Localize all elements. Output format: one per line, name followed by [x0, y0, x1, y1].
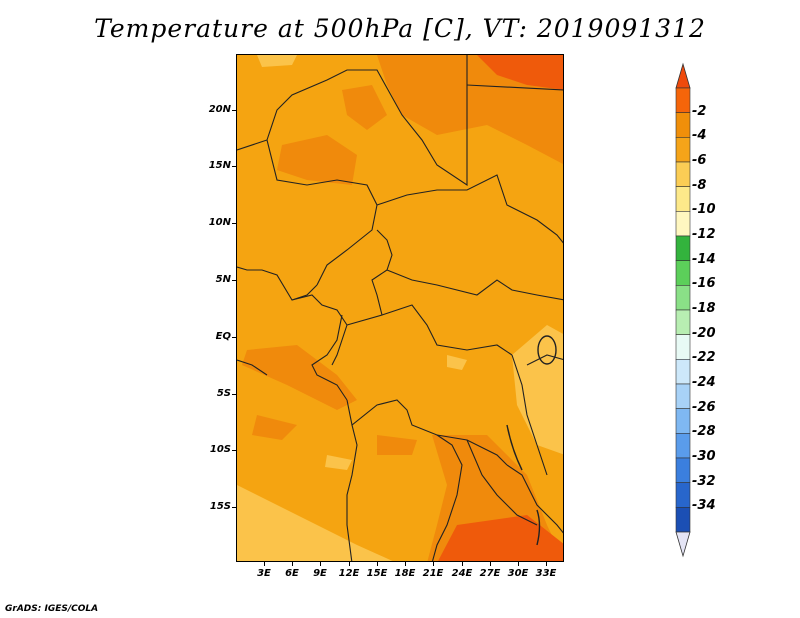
lat-tick	[232, 110, 236, 111]
lat-tick	[232, 280, 236, 281]
colorbar-swatch	[675, 359, 691, 385]
colorbar-swatch	[675, 309, 691, 335]
colorbar-swatch	[675, 186, 691, 212]
lon-label-15e: 15E	[366, 568, 388, 579]
colorbar-swatch	[675, 260, 691, 286]
colorbar-swatch	[675, 211, 691, 237]
lon-tick	[377, 562, 378, 566]
lat-tick	[232, 223, 236, 224]
grads-credit: GrADS: IGES/COLA	[5, 604, 99, 614]
lat-tick	[232, 394, 236, 395]
field-warm-region	[252, 415, 297, 440]
colorbar-label: -30	[692, 449, 716, 464]
lon-label-18e: 18E	[394, 568, 416, 579]
colorbar-label: -16	[692, 276, 716, 292]
colorbar-label: -34	[692, 498, 716, 514]
lon-label-12e: 12E	[338, 568, 360, 579]
field-cool-region	[447, 355, 467, 370]
colorbar-swatch	[675, 334, 691, 360]
lat-label-eq: EQ	[215, 331, 231, 342]
colorbar-swatch	[675, 112, 691, 138]
lon-label-9e: 9E	[313, 568, 327, 579]
colorbar-swatch	[675, 285, 691, 311]
map-title: Temperature at 500hPa [C], VT: 201909131…	[94, 14, 706, 43]
colorbar-label: -26	[692, 399, 716, 415]
temperature-map	[236, 54, 564, 562]
map-field-svg	[237, 55, 563, 561]
colorbar-label: -28	[692, 424, 716, 440]
colorbar-label: -10	[692, 202, 716, 218]
colorbar-label: -20	[692, 325, 716, 341]
field-warm-region	[342, 85, 387, 130]
field-warm-region	[377, 435, 417, 455]
lon-tick	[518, 562, 519, 566]
lat-tick	[232, 166, 236, 167]
country-borders	[237, 55, 563, 561]
lat-tick	[232, 337, 236, 338]
lon-tick	[320, 562, 321, 566]
field-cool-region	[512, 325, 563, 455]
lon-label-6e: 6E	[285, 568, 299, 579]
colorbar-label: -8	[692, 177, 707, 193]
lon-label-33e: 33E	[535, 568, 557, 579]
lon-tick	[462, 562, 463, 566]
colorbar-label: -6	[692, 153, 707, 168]
lon-tick	[490, 562, 491, 566]
lat-label-15n: 15N	[208, 160, 231, 171]
lat-label-10s: 10S	[209, 444, 231, 455]
field-warm-region	[377, 55, 563, 164]
field-warm-region	[277, 135, 357, 185]
lat-label-5n: 5N	[215, 274, 231, 285]
lat-label-15s: 15S	[209, 501, 231, 512]
lon-label-21e: 21E	[422, 568, 444, 579]
lon-tick	[349, 562, 350, 566]
lon-label-27e: 27E	[479, 568, 501, 579]
colorbar-swatch	[675, 433, 691, 459]
lat-label-10n: 10N	[208, 217, 231, 228]
colorbar-swatch	[675, 235, 691, 261]
lat-tick	[232, 450, 236, 451]
lon-label-30e: 30E	[507, 568, 529, 579]
colorbar-label: -14	[692, 251, 716, 267]
lon-tick	[292, 562, 293, 566]
lakes	[506, 335, 557, 546]
lat-label-5s: 5S	[216, 388, 231, 399]
field-cool-region	[325, 455, 352, 470]
colorbar-swatch	[675, 383, 691, 409]
lon-label-3e: 3E	[257, 568, 271, 579]
colorbar-label: -24	[692, 375, 716, 390]
field-hot-region	[477, 55, 563, 90]
colorbar-swatch	[675, 87, 691, 113]
field-cool-region	[257, 55, 297, 67]
lon-label-24e: 24E	[451, 568, 473, 579]
field-hot-region	[438, 515, 563, 561]
lat-tick	[232, 507, 236, 508]
colorbar-swatch	[675, 482, 691, 508]
colorbar-swatch	[675, 507, 691, 533]
colorbar-swatch	[675, 161, 691, 187]
lat-label-20n: 20N	[208, 104, 231, 115]
lon-tick	[405, 562, 406, 566]
colorbar-swatch	[675, 457, 691, 483]
colorbar-label: -32	[692, 473, 716, 489]
field-cool-region	[237, 485, 393, 561]
colorbar-swatch	[675, 137, 691, 163]
lon-tick	[546, 562, 547, 566]
colorbar-label: -12	[692, 227, 716, 242]
colorbar-bottom-triangle	[675, 531, 691, 558]
colorbar	[675, 62, 691, 558]
lon-tick	[433, 562, 434, 566]
colorbar-label: -2	[692, 103, 707, 119]
colorbar-label: -22	[692, 350, 716, 366]
colorbar-label: -4	[692, 128, 707, 144]
field-warm-region	[242, 345, 357, 410]
colorbar-label: -18	[692, 301, 716, 316]
lon-tick	[264, 562, 265, 566]
colorbar-top-triangle	[675, 62, 691, 89]
colorbar-swatch	[675, 408, 691, 434]
